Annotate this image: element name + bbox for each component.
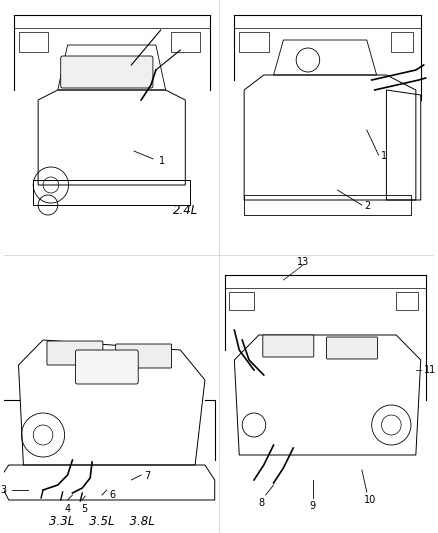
FancyBboxPatch shape xyxy=(61,56,153,88)
Text: 4: 4 xyxy=(64,504,71,514)
Text: 8: 8 xyxy=(259,498,265,508)
Bar xyxy=(170,32,200,52)
Text: 1: 1 xyxy=(381,151,387,161)
FancyBboxPatch shape xyxy=(75,350,138,384)
FancyBboxPatch shape xyxy=(116,344,172,368)
Text: 10: 10 xyxy=(364,495,376,505)
FancyBboxPatch shape xyxy=(327,337,378,359)
Text: 6: 6 xyxy=(110,490,116,500)
Text: 5: 5 xyxy=(81,504,87,514)
Text: 7: 7 xyxy=(144,471,150,481)
Bar xyxy=(396,292,418,310)
FancyBboxPatch shape xyxy=(47,341,103,365)
Bar xyxy=(391,32,413,52)
FancyBboxPatch shape xyxy=(263,335,314,357)
Text: 11: 11 xyxy=(424,365,436,375)
Bar xyxy=(239,32,268,52)
Text: 9: 9 xyxy=(310,501,316,511)
Text: 1: 1 xyxy=(159,156,165,166)
Text: 2.4L: 2.4L xyxy=(173,204,198,216)
Bar xyxy=(230,292,254,310)
Bar xyxy=(18,32,48,52)
Text: 3: 3 xyxy=(0,485,7,495)
Text: 3.3L    3.5L    3.8L: 3.3L 3.5L 3.8L xyxy=(49,515,155,528)
Text: 2: 2 xyxy=(364,201,370,211)
Text: 13: 13 xyxy=(297,257,309,267)
